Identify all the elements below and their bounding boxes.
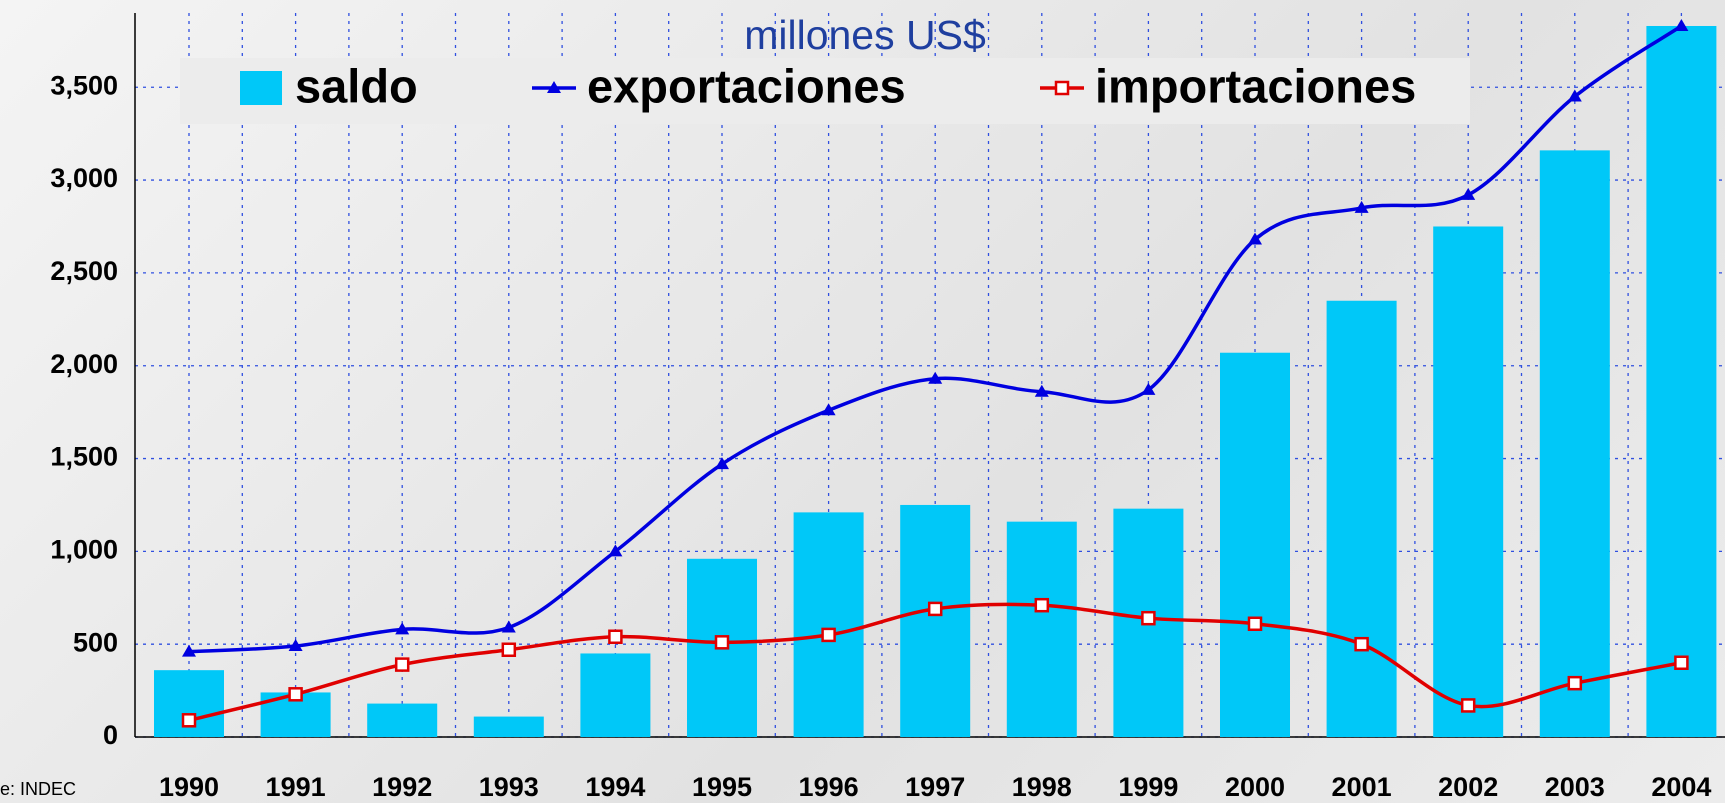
marker	[1674, 18, 1689, 31]
marker	[1567, 89, 1582, 102]
marker	[715, 457, 729, 470]
bar	[1220, 352, 1290, 737]
subtitle: millones US$	[744, 12, 986, 58]
legend-background	[180, 58, 1470, 124]
x-tick-label: 1999	[1118, 772, 1178, 802]
marker	[821, 403, 836, 416]
marker	[608, 544, 623, 557]
bar	[367, 703, 438, 737]
bar	[1326, 300, 1397, 737]
bar	[1006, 521, 1077, 737]
marker	[1247, 616, 1263, 632]
x-tick-label: 1993	[479, 772, 539, 802]
marker	[1034, 597, 1050, 613]
legend-label: importaciones	[1095, 59, 1416, 112]
marker	[1674, 655, 1689, 670]
y-tick-label: 500	[73, 627, 118, 657]
marker	[927, 601, 943, 617]
x-tick-label: 1994	[585, 772, 645, 802]
y-tick-label: 1,000	[50, 534, 118, 564]
bar	[1433, 226, 1504, 737]
marker	[501, 642, 517, 657]
x-tick-label: 2004	[1651, 772, 1711, 802]
x-tick-label: 1997	[905, 772, 965, 802]
bar	[1646, 25, 1717, 737]
marker	[821, 627, 836, 643]
marker	[288, 639, 303, 652]
line	[188, 24, 1683, 654]
x-tick-label: 1992	[372, 772, 432, 802]
legend-label: saldo	[295, 59, 418, 112]
x-tick-label: 2001	[1332, 772, 1392, 802]
y-tick-label: 2,000	[50, 349, 118, 379]
marker	[1141, 382, 1156, 395]
marker	[1248, 232, 1262, 245]
legend-label: exportaciones	[587, 59, 906, 112]
y-tick-label: 3,500	[50, 70, 118, 100]
marker	[1354, 636, 1369, 652]
marker	[501, 620, 516, 633]
marker	[288, 687, 303, 702]
y-tick-label: 2,500	[50, 256, 118, 286]
marker	[181, 713, 197, 728]
marker	[1034, 384, 1049, 397]
marker	[395, 622, 410, 635]
x-tick-label: 1991	[266, 772, 326, 802]
bar	[900, 504, 971, 737]
bar	[580, 653, 651, 737]
bar	[793, 512, 864, 737]
x-tick-label: 2003	[1545, 772, 1605, 802]
marker	[1567, 675, 1583, 691]
source: e: INDEC	[0, 779, 76, 799]
marker	[1354, 200, 1369, 213]
marker	[1141, 610, 1156, 626]
marker	[608, 629, 623, 645]
x-tick-label: 1990	[159, 772, 219, 802]
x-tick-label: 2000	[1225, 772, 1285, 802]
marker	[1460, 698, 1476, 713]
marker	[394, 657, 410, 672]
x-tick-label: 1998	[1012, 772, 1072, 802]
legend-swatch	[240, 71, 282, 105]
legend-marker	[547, 81, 561, 93]
marker	[182, 644, 196, 657]
x-tick-label: 1996	[799, 772, 859, 802]
x-tick-label: 2002	[1438, 772, 1498, 802]
marker	[1461, 187, 1476, 200]
x-tick-label: 1995	[692, 772, 752, 802]
y-tick-label: 3,000	[50, 163, 118, 193]
bar	[473, 716, 544, 737]
legend-marker	[1054, 80, 1070, 96]
y-tick-label: 0	[103, 720, 118, 750]
marker	[928, 371, 943, 384]
bar	[1539, 150, 1610, 737]
y-tick-label: 1,500	[50, 442, 118, 472]
marker	[714, 635, 730, 650]
